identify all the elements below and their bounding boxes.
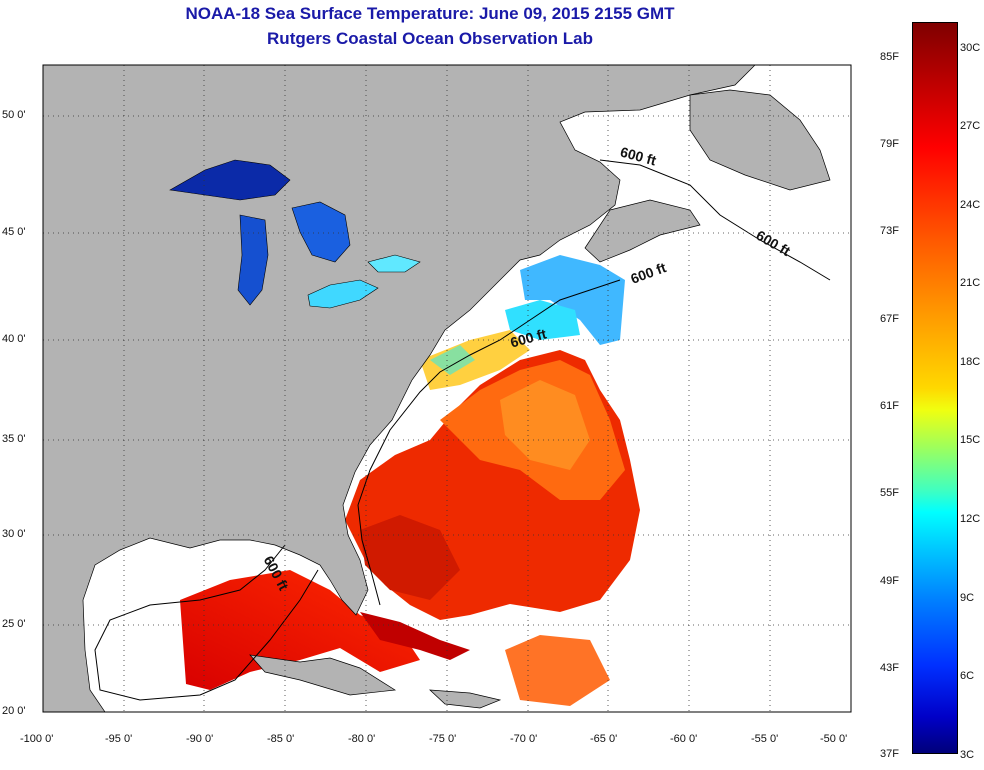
x-tick-label: -95 0' bbox=[105, 733, 133, 745]
colorbar-c-label: 27C bbox=[960, 120, 981, 132]
colorbar-f-label: 67F bbox=[880, 313, 899, 325]
x-tick-label: -75 0' bbox=[429, 733, 457, 745]
colorbar-c-label: 30C bbox=[960, 42, 981, 54]
x-tick-label: -50 0' bbox=[820, 733, 848, 745]
x-tick-label: -60 0' bbox=[670, 733, 698, 745]
land-masses bbox=[43, 65, 831, 712]
x-tick-label: -70 0' bbox=[510, 733, 538, 745]
colorbar-f-label: 55F bbox=[880, 487, 899, 499]
colorbar-c-label: 21C bbox=[960, 277, 981, 289]
colorbar-c-label: 12C bbox=[960, 513, 981, 525]
colorbar-f-label: 79F bbox=[880, 138, 899, 150]
x-tick-label: -80 0' bbox=[348, 733, 376, 745]
colorbar-f-label: 73F bbox=[880, 225, 899, 237]
colorbar-c-label: 6C bbox=[960, 670, 975, 682]
y-tick-label: 40 0' bbox=[2, 333, 26, 345]
y-tick-label: 35 0' bbox=[2, 433, 26, 445]
x-tick-label: -100 0' bbox=[20, 733, 54, 745]
colorbar-f-label: 49F bbox=[880, 575, 899, 587]
colorbar-f-label: 61F bbox=[880, 400, 899, 412]
x-tick-label: -85 0' bbox=[267, 733, 295, 745]
x-tick-label: -55 0' bbox=[751, 733, 779, 745]
y-tick-label: 45 0' bbox=[2, 226, 26, 238]
y-tick-label: 50 0' bbox=[2, 109, 26, 121]
map-title: NOAA-18 Sea Surface Temperature: June 09… bbox=[185, 4, 675, 23]
temperature-colorbar bbox=[912, 22, 958, 754]
x-tick-label: -90 0' bbox=[186, 733, 214, 745]
sst-field bbox=[180, 255, 640, 706]
y-tick-label: 30 0' bbox=[2, 528, 26, 540]
colorbar-c-label: 9C bbox=[960, 592, 975, 604]
colorbar-f-label: 85F bbox=[880, 51, 899, 63]
colorbar-c-label: 15C bbox=[960, 434, 981, 446]
colorbar-c-label: 3C bbox=[960, 749, 975, 761]
y-tick-label: 20 0' bbox=[2, 705, 26, 717]
y-tick-label: 25 0' bbox=[2, 618, 26, 630]
map-frame bbox=[42, 64, 852, 713]
x-tick-label: -65 0' bbox=[590, 733, 618, 745]
colorbar-c-label: 18C bbox=[960, 356, 981, 368]
colorbar-f-label: 43F bbox=[880, 662, 899, 674]
map-subtitle: Rutgers Coastal Ocean Observation Lab bbox=[267, 29, 593, 48]
great-lakes bbox=[169, 159, 421, 309]
600ft-contour bbox=[94, 159, 831, 701]
colorbar-c-label: 24C bbox=[960, 199, 981, 211]
colorbar-f-label: 37F bbox=[880, 748, 899, 760]
